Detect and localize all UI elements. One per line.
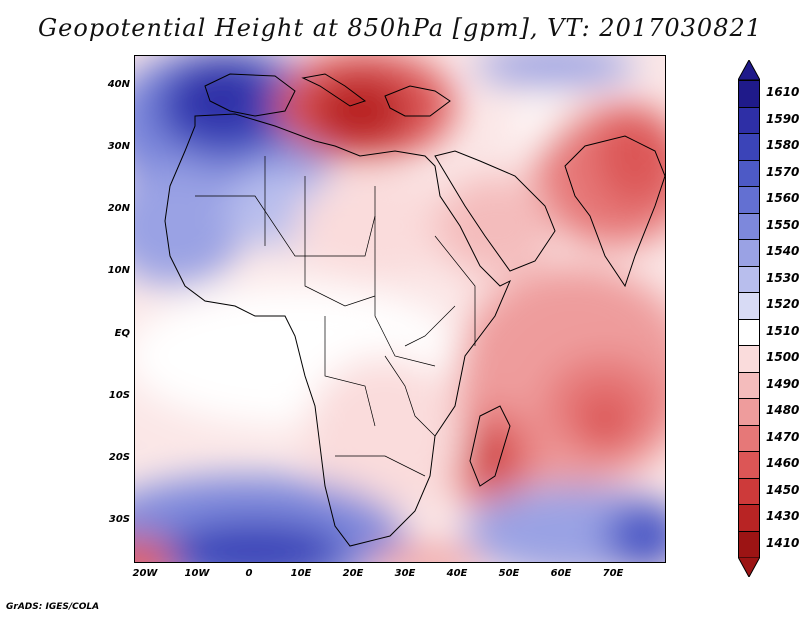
lon-label-40e: 40E bbox=[446, 568, 468, 579]
colorbar-level-label: 1490 bbox=[766, 376, 800, 391]
country-borders bbox=[195, 156, 476, 477]
colorbar-level-label: 1480 bbox=[766, 403, 800, 417]
lon-label-20w: 20W bbox=[132, 568, 158, 579]
colorbar-swatch bbox=[738, 398, 760, 426]
colorbar-level-label: 1560 bbox=[766, 191, 800, 205]
lon-label-70e: 70E bbox=[602, 568, 624, 579]
colorbar-level-label: 1470 bbox=[766, 429, 800, 444]
geopotential-field bbox=[135, 56, 665, 562]
colorbar-level-label: 1450 bbox=[766, 482, 800, 497]
colorbar: 1610 1590 1580 1570 1560 1550 1540 1530 1520 1510… bbox=[724, 60, 799, 577]
colorbar-swatch bbox=[738, 477, 760, 505]
colorbar-level-label: 1570 bbox=[766, 164, 800, 179]
colorbar-level-label: 1550 bbox=[766, 217, 800, 232]
colorbar-swatch bbox=[738, 371, 760, 399]
colorbar-swatch bbox=[738, 345, 760, 373]
colorbar-level-label: 1540 bbox=[766, 244, 800, 258]
map-title: Geopotential Height at 850hPa [gpm], VT:… bbox=[38, 14, 762, 42]
map-panel bbox=[134, 55, 666, 563]
colorbar-level-label: 1520 bbox=[766, 297, 800, 311]
colorbar-swatch bbox=[738, 451, 760, 479]
colorbar-top-arrow bbox=[738, 60, 760, 80]
colorbar-swatch bbox=[738, 318, 760, 346]
colorbar-swatch bbox=[738, 265, 760, 293]
lat-label-20s: 20S bbox=[108, 452, 130, 463]
colorbar-level-label: 1410 bbox=[766, 535, 800, 550]
colorbar-level-label: 1580 bbox=[766, 138, 800, 152]
colorbar-level-label: 1460 bbox=[766, 456, 800, 470]
lat-label-10n: 10N bbox=[107, 265, 130, 276]
colorbar-swatch bbox=[738, 186, 760, 214]
lat-label-30s: 30S bbox=[108, 514, 130, 525]
lon-label-60e: 60E bbox=[550, 568, 572, 579]
colorbar-swatch bbox=[738, 159, 760, 187]
colorbar-level-label: 1430 bbox=[766, 509, 800, 523]
colorbar-swatch bbox=[738, 80, 760, 108]
colorbar-level-label: 1510 bbox=[766, 323, 800, 338]
lon-label-30e: 30E bbox=[394, 568, 416, 579]
colorbar-swatch bbox=[738, 424, 760, 452]
colorbar-level-label: 1500 bbox=[766, 350, 800, 364]
colorbar-swatch bbox=[738, 504, 760, 532]
colorbar-swatch bbox=[738, 133, 760, 161]
colorbar-swatch bbox=[738, 106, 760, 134]
lon-label-10e: 10E bbox=[290, 568, 312, 579]
colorbar-swatch bbox=[738, 212, 760, 240]
colorbar-swatch bbox=[738, 530, 760, 558]
lon-label-0: 0 bbox=[245, 568, 253, 579]
lat-label-eq: EQ bbox=[114, 328, 130, 339]
lon-label-20e: 20E bbox=[342, 568, 364, 579]
field-blobs bbox=[135, 56, 665, 562]
colorbar-bottom-arrow bbox=[738, 557, 760, 577]
colorbar-level-label: 1610 bbox=[766, 85, 800, 99]
lon-label-10w: 10W bbox=[184, 568, 210, 579]
grads-credit: GrADS: IGES/COLA bbox=[6, 602, 100, 612]
lat-label-20n: 20N bbox=[107, 203, 130, 214]
lon-label-50e: 50E bbox=[498, 568, 520, 579]
lat-label-30n: 30N bbox=[107, 141, 130, 152]
lat-label-40n: 40N bbox=[107, 79, 130, 90]
coastlines bbox=[164, 73, 665, 547]
colorbar-level-label: 1590 bbox=[766, 111, 800, 126]
lat-label-10s: 10S bbox=[108, 390, 130, 401]
colorbar-swatch bbox=[738, 292, 760, 320]
colorbar-swatch bbox=[738, 239, 760, 267]
colorbar-level-label: 1530 bbox=[766, 270, 800, 285]
